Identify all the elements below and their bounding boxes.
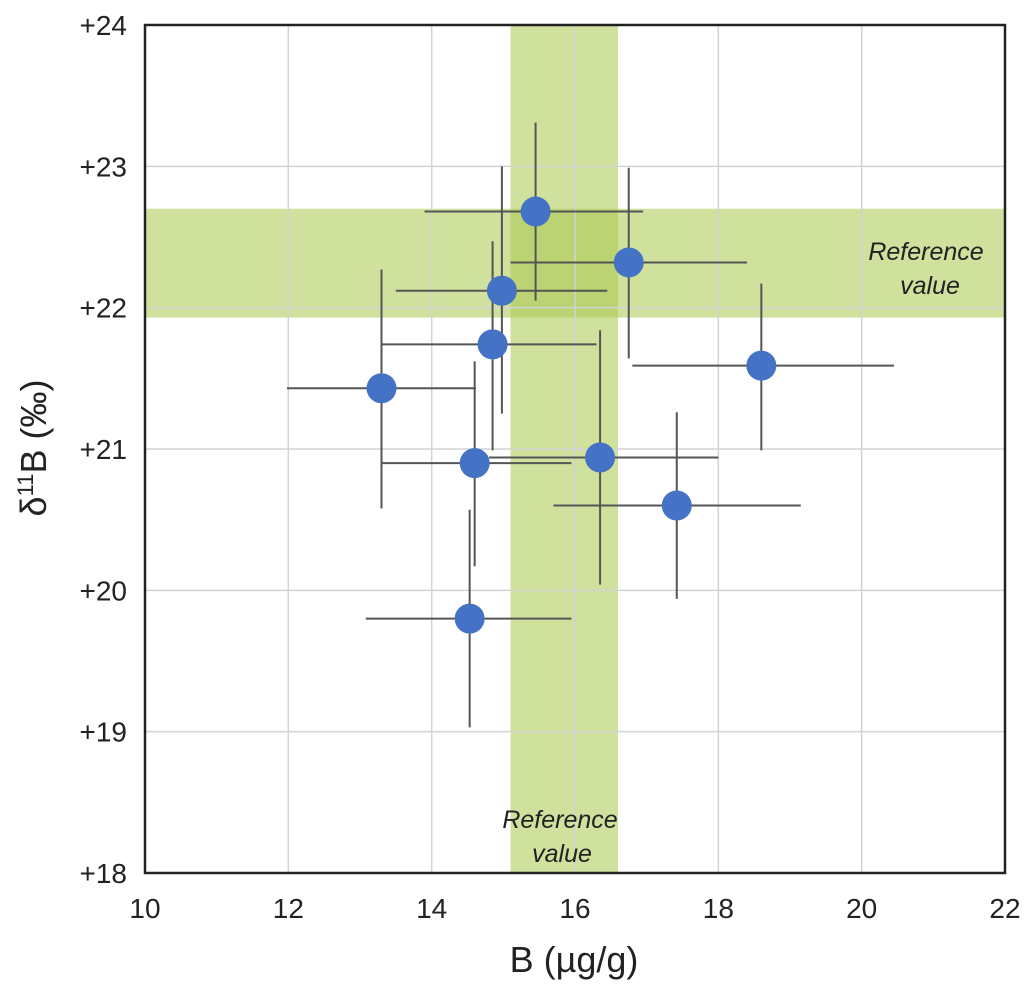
y-tick-label: +21 [80, 434, 128, 465]
y-tick-label: +24 [80, 10, 128, 41]
data-point [459, 448, 490, 479]
x-band-label-line2: value [532, 840, 592, 868]
data-point [477, 329, 508, 360]
y-band-label-line2: value [900, 272, 960, 300]
x-tick-label: 16 [559, 893, 590, 924]
y-axis-label-suffix: B (‰) [13, 380, 54, 474]
y-tick-label: +20 [80, 575, 128, 606]
y-band-label-line1: Reference [868, 238, 983, 266]
x-band-label-line1: Reference [502, 806, 617, 834]
y-axis-label: δ11B (‰) [13, 380, 54, 517]
data-point [661, 490, 692, 521]
x-tick-label: 20 [846, 893, 877, 924]
grid-lines [144, 24, 1006, 874]
data-point [486, 275, 517, 306]
x-tick-labels: 10 12 14 16 18 20 22 [129, 893, 1020, 924]
y-tick-label: +22 [80, 293, 128, 324]
data-points [366, 196, 777, 634]
data-point [613, 247, 644, 278]
plot-frame [143, 23, 1007, 875]
x-tick-label: 18 [703, 893, 734, 924]
x-tick-label: 14 [416, 893, 447, 924]
x-tick-label: 22 [989, 893, 1020, 924]
x-tick-label: 10 [129, 893, 160, 924]
data-point [585, 442, 616, 473]
data-point [454, 603, 485, 634]
y-tick-labels: +18 +19 +20 +21 +22 +23 +24 [80, 10, 128, 889]
data-point [366, 373, 397, 404]
y-tick-label: +18 [80, 858, 128, 889]
y-tick-label: +19 [80, 717, 128, 748]
data-point [746, 350, 777, 381]
x-tick-label: 12 [273, 893, 304, 924]
y-axis-label-prefix: δ [13, 496, 54, 516]
y-axis-label-superscript: 11 [13, 474, 38, 497]
x-axis-label: B (µg/g) [510, 939, 639, 980]
y-tick-label: +23 [80, 151, 128, 182]
data-point [520, 196, 551, 227]
